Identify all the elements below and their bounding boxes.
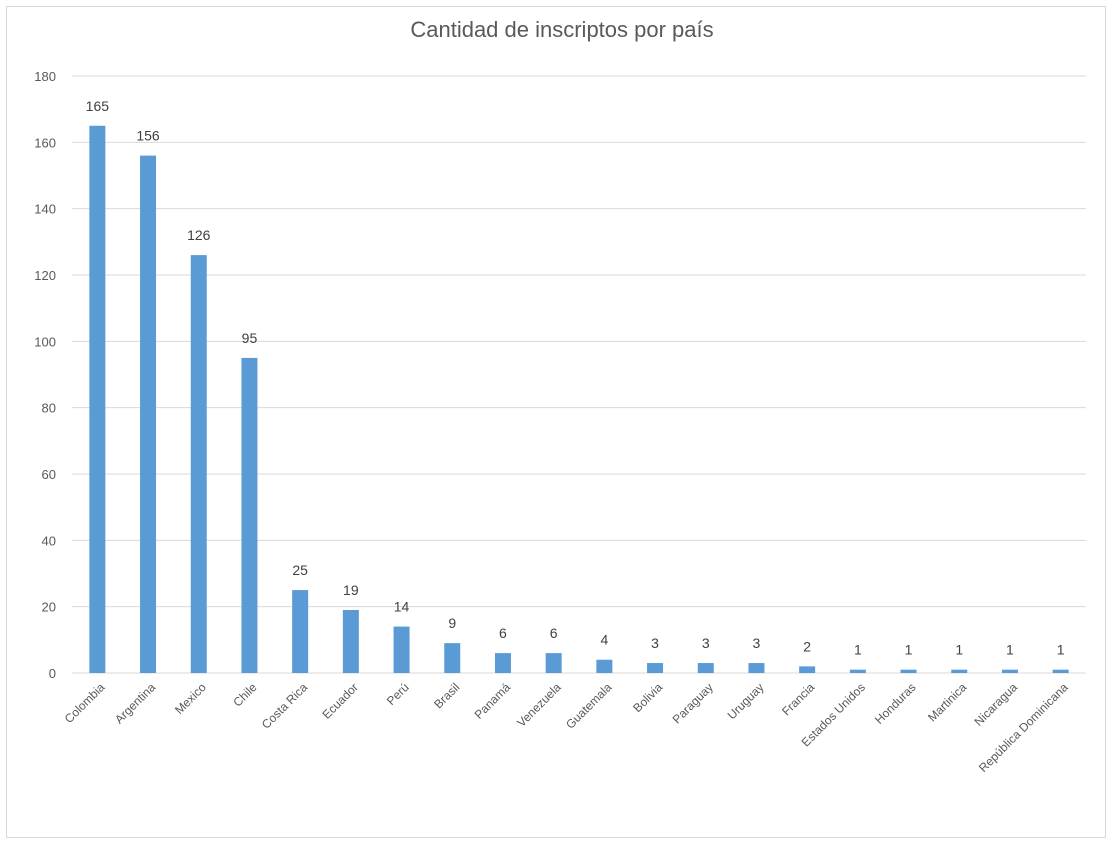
x-tick-label: Guatemala bbox=[563, 680, 615, 732]
data-label: 3 bbox=[651, 635, 659, 651]
bar bbox=[799, 666, 816, 673]
data-label: 3 bbox=[702, 635, 710, 651]
x-tick-label: Venezuela bbox=[514, 680, 564, 730]
x-tick-label: Mexico bbox=[172, 680, 209, 717]
y-tick-label: 120 bbox=[34, 268, 56, 283]
y-tick-label: 20 bbox=[42, 600, 56, 615]
data-label: 1 bbox=[905, 642, 913, 658]
bar bbox=[494, 653, 511, 673]
data-label: 95 bbox=[242, 330, 258, 346]
bar bbox=[596, 659, 613, 673]
data-labels: 165 156 126 95 25 19 14 9 6 6 4 3 3 3 2 1 1 1 1 1 bbox=[86, 98, 1065, 658]
x-tick-label: Nicaragua bbox=[971, 680, 1020, 729]
x-tick-label: Brasil bbox=[431, 680, 462, 711]
bar bbox=[1001, 669, 1018, 673]
y-tick-label: 60 bbox=[42, 467, 56, 482]
bar bbox=[697, 663, 714, 673]
y-tick-label: 0 bbox=[49, 666, 56, 681]
bar bbox=[89, 125, 106, 673]
y-tick-label: 80 bbox=[42, 401, 56, 416]
bar bbox=[900, 669, 917, 673]
bar bbox=[342, 609, 359, 673]
chart-title: Cantidad de inscriptos por país bbox=[410, 17, 713, 42]
x-tick-label: Uruguay bbox=[725, 680, 767, 722]
data-label: 126 bbox=[187, 227, 211, 243]
bar bbox=[1052, 669, 1069, 673]
data-label: 3 bbox=[753, 635, 761, 651]
x-tick-label: Costa Rica bbox=[259, 680, 311, 732]
bar bbox=[292, 590, 309, 673]
bar bbox=[241, 357, 258, 673]
data-label: 165 bbox=[86, 98, 110, 114]
x-tick-label: Paraguay bbox=[670, 680, 716, 726]
data-label: 156 bbox=[136, 128, 160, 144]
x-tick-label: Bolivia bbox=[630, 680, 665, 715]
data-label: 25 bbox=[292, 562, 308, 578]
x-tick-label: Martinica bbox=[925, 680, 970, 725]
bar bbox=[393, 626, 410, 673]
bar bbox=[190, 255, 207, 673]
x-tick-label: Chile bbox=[230, 680, 259, 709]
data-label: 14 bbox=[394, 599, 410, 615]
data-label: 1 bbox=[955, 642, 963, 658]
y-tick-label: 140 bbox=[34, 202, 56, 217]
data-label: 6 bbox=[499, 625, 507, 641]
bar bbox=[849, 669, 866, 673]
data-label: 9 bbox=[448, 615, 456, 631]
x-tick-label: República Dominicana bbox=[976, 680, 1071, 775]
data-label: 19 bbox=[343, 582, 359, 598]
data-label: 1 bbox=[854, 642, 862, 658]
y-tick-label: 100 bbox=[34, 334, 56, 349]
x-tick-label: Perú bbox=[384, 680, 412, 708]
x-tick-label: Panamá bbox=[472, 680, 514, 722]
y-tick-label: 40 bbox=[42, 533, 56, 548]
data-label: 2 bbox=[803, 638, 811, 654]
bar bbox=[647, 663, 664, 673]
data-label: 6 bbox=[550, 625, 558, 641]
bar bbox=[748, 663, 765, 673]
x-tick-label: Honduras bbox=[872, 680, 919, 727]
x-tick-label: Colombia bbox=[62, 680, 108, 726]
data-label: 1 bbox=[1057, 642, 1065, 658]
data-label: 1 bbox=[1006, 642, 1014, 658]
bar bbox=[140, 155, 157, 674]
bars bbox=[89, 125, 1069, 674]
y-tick-label: 160 bbox=[34, 135, 56, 150]
gridlines bbox=[72, 75, 1086, 674]
x-tick-label: Francia bbox=[779, 680, 817, 718]
bar bbox=[545, 653, 562, 673]
bar bbox=[951, 669, 968, 673]
y-tick-label: 180 bbox=[34, 69, 56, 84]
data-label: 4 bbox=[600, 632, 608, 648]
bar bbox=[444, 643, 461, 673]
x-axis-labels: Colombia Argentina Mexico Chile Costa Rica Ec… bbox=[62, 680, 1071, 775]
x-tick-label: Ecuador bbox=[319, 680, 361, 722]
x-tick-label: Argentina bbox=[112, 680, 158, 726]
chart-frame bbox=[6, 6, 1106, 838]
y-axis-ticks: 0 20 40 60 80 100 120 140 160 180 bbox=[34, 69, 56, 681]
